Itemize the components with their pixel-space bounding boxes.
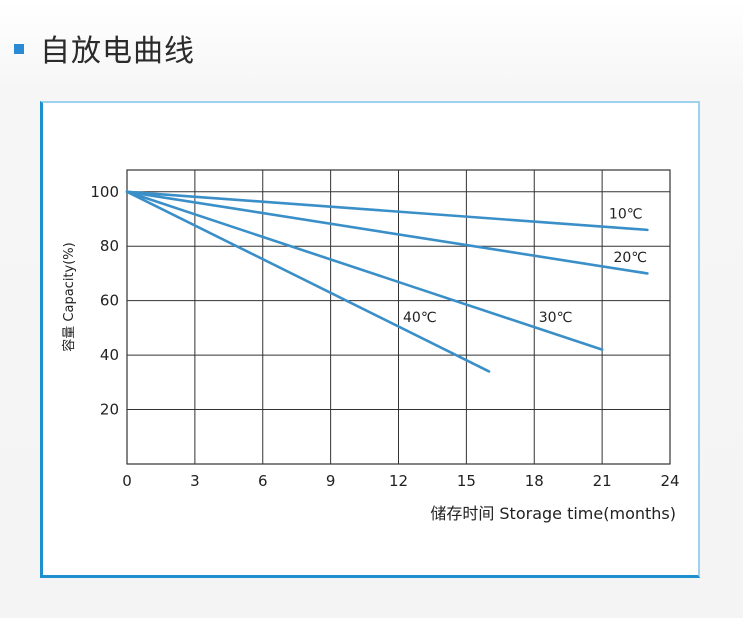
x-tick-label: 0 [122, 472, 132, 490]
series-label-0: 10℃ [609, 207, 643, 223]
series-line-2 [125, 190, 604, 351]
series-label-1: 20℃ [613, 250, 647, 266]
self-discharge-chart: 0 3 6 9 12 15 18 21 24 20 40 60 80 100 10℃ 20℃ 30℃ 40℃ 储存时… [61, 169, 680, 523]
x-tick-label: 6 [258, 472, 268, 490]
series-lines [125, 190, 649, 373]
series-line-3 [125, 190, 491, 373]
section-heading: 自放电曲线 [14, 28, 195, 69]
y-axis-title: 容量 Capacity(%) [61, 242, 77, 351]
y-tick-label: 80 [100, 237, 119, 255]
grid [126, 169, 671, 465]
y-tick-label: 40 [100, 346, 119, 364]
x-tick-label: 15 [457, 472, 476, 490]
labels: 0 3 6 9 12 15 18 21 24 20 40 60 80 100 10℃ 20℃ 30℃ 40℃ 储存时… [61, 183, 680, 523]
x-axis-title: 储存时间 Storage time(months) [430, 504, 676, 523]
chart-frame: 0 3 6 9 12 15 18 21 24 20 40 60 80 100 10℃ 20℃ 30℃ 40℃ 储存时… [40, 101, 700, 578]
y-tick-label: 100 [90, 183, 119, 201]
series-label-3: 40℃ [403, 310, 437, 326]
y-tick-label: 60 [100, 292, 119, 310]
x-tick-label: 18 [525, 472, 544, 490]
x-tick-label: 24 [660, 472, 679, 490]
series-line-1 [125, 190, 649, 275]
series-line-0 [125, 190, 649, 232]
series-label-2: 30℃ [539, 310, 573, 326]
x-tick-label: 9 [326, 472, 336, 490]
page-title: 自放电曲线 [40, 34, 195, 69]
x-tick-label: 3 [190, 472, 200, 490]
y-tick-label: 20 [100, 401, 119, 419]
x-tick-label: 21 [593, 472, 612, 490]
x-tick-label: 12 [389, 472, 408, 490]
square-bullet-icon [14, 44, 24, 54]
